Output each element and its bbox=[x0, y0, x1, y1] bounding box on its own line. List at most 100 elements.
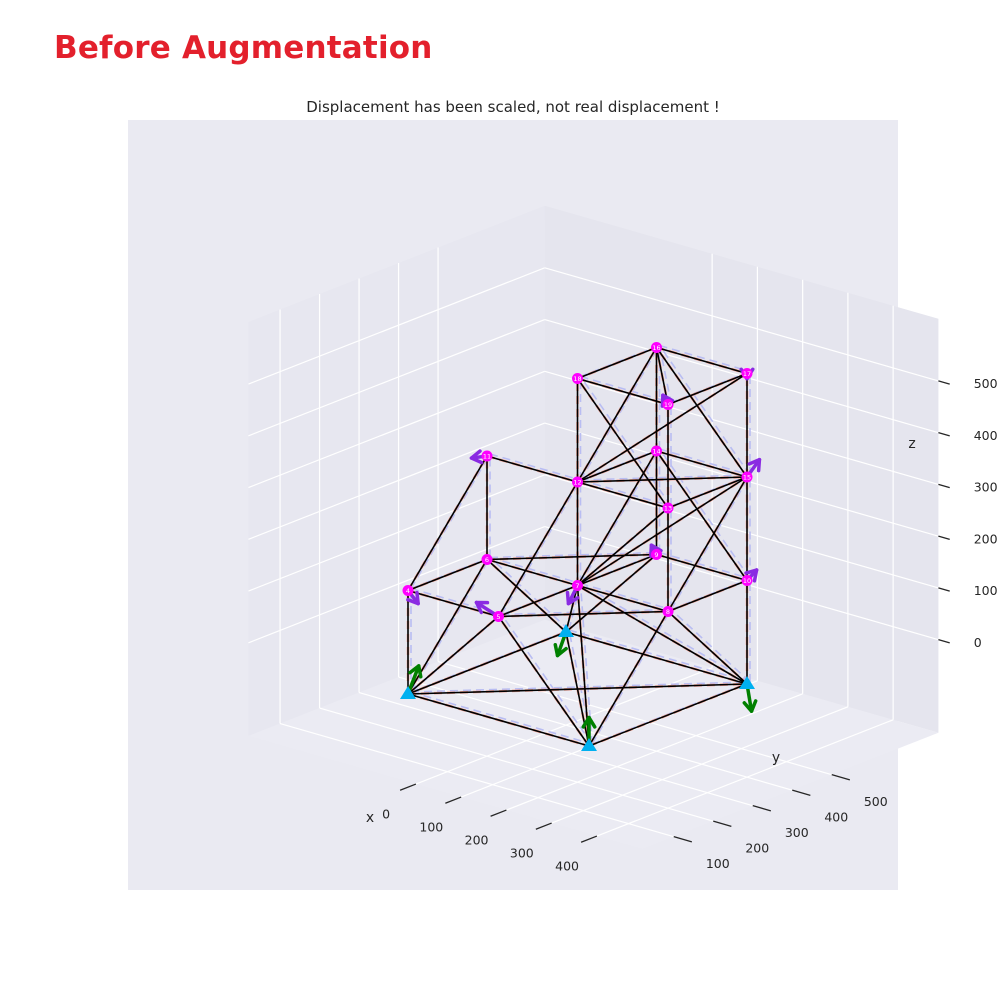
truss-bar bbox=[577, 372, 748, 483]
deformed-bar bbox=[489, 556, 581, 585]
node-label: 4 bbox=[406, 587, 410, 595]
truss-bar bbox=[655, 347, 748, 478]
z-tick-label: 500 bbox=[974, 376, 998, 391]
deformed-bar bbox=[489, 551, 660, 559]
grid-line-y bbox=[437, 660, 832, 776]
z-tick-label: 400 bbox=[974, 428, 998, 443]
truss-node: 4 bbox=[402, 585, 414, 596]
truss-bar bbox=[667, 610, 748, 685]
deformed-bar bbox=[659, 344, 751, 373]
truss-bar bbox=[577, 584, 669, 613]
truss-bar bbox=[577, 476, 748, 587]
x-tick-label: 0 bbox=[382, 806, 390, 821]
truss-bars bbox=[407, 346, 748, 747]
grid-line-z bbox=[248, 525, 545, 644]
node-label: 8 bbox=[666, 608, 670, 616]
grid-line-z bbox=[544, 370, 939, 485]
grid-line-y bbox=[279, 722, 674, 838]
support-marker bbox=[400, 686, 416, 699]
y-tick-label: 100 bbox=[706, 856, 730, 871]
x-tick-label-mark bbox=[399, 783, 417, 791]
truss-bar bbox=[577, 346, 657, 380]
deformed-bar bbox=[410, 691, 593, 745]
x-tick-label-mark bbox=[445, 796, 462, 804]
z-tick-label-mark bbox=[938, 380, 950, 385]
node-label: 14 bbox=[652, 447, 660, 455]
node-label: 13 bbox=[664, 504, 672, 512]
y-tick-label: 500 bbox=[864, 794, 888, 809]
truss-node: 11 bbox=[481, 450, 493, 462]
truss-bar bbox=[407, 589, 499, 618]
plot-title: Displacement has been scaled, not real d… bbox=[306, 98, 720, 116]
truss-node: 5 bbox=[493, 611, 504, 622]
truss-bar bbox=[407, 631, 567, 695]
z-axis-label: z bbox=[908, 436, 915, 452]
truss-node: 12 bbox=[572, 476, 583, 488]
x-tick-label-mark bbox=[580, 835, 598, 843]
truss-bar bbox=[486, 455, 578, 483]
truss-bar bbox=[565, 585, 579, 633]
grid-line-y bbox=[319, 707, 714, 822]
truss-nodes: 4 5 6 7 8 9 10 11 12 13 14 15 16 17 18 19 bbox=[402, 342, 753, 622]
supports bbox=[400, 624, 755, 751]
deformed-bar bbox=[500, 614, 593, 745]
truss-bar bbox=[486, 558, 578, 587]
truss-bar bbox=[407, 693, 590, 747]
node-label: 9 bbox=[654, 551, 658, 559]
truss-bar bbox=[486, 558, 567, 633]
x-tick-label-mark bbox=[490, 809, 507, 817]
truss-bar bbox=[576, 347, 658, 483]
node-label: 16 bbox=[652, 344, 660, 352]
truss-bar bbox=[497, 616, 590, 747]
page-heading: Before Augmentation bbox=[54, 30, 433, 66]
truss-bar bbox=[667, 476, 748, 509]
grid-line-y bbox=[358, 691, 753, 807]
truss-bar bbox=[656, 553, 748, 582]
truss-node: 8 bbox=[662, 606, 674, 617]
z-tick-label-mark bbox=[938, 432, 950, 437]
truss-bar bbox=[498, 584, 578, 618]
node-label: 6 bbox=[485, 556, 489, 564]
deformed-bar bbox=[489, 453, 581, 481]
support-marker bbox=[558, 624, 574, 637]
y-tick-label-mark bbox=[792, 789, 811, 796]
truss-bar bbox=[667, 579, 748, 613]
z-tick-label: 0 bbox=[974, 635, 982, 650]
deformed-bar bbox=[580, 474, 751, 481]
truss-bar bbox=[577, 553, 657, 587]
deformed-bar bbox=[580, 582, 672, 611]
truss-node: 19 bbox=[662, 399, 674, 410]
truss-bar bbox=[656, 450, 748, 478]
truss-bar bbox=[486, 553, 657, 561]
truss-bar bbox=[577, 584, 748, 685]
axis-panes bbox=[248, 205, 939, 850]
grid-line-z bbox=[248, 318, 545, 437]
x-tick-label-mark bbox=[535, 822, 552, 830]
truss-bar bbox=[577, 450, 657, 483]
z-tick-label: 200 bbox=[974, 531, 998, 546]
z-tick-label-mark bbox=[938, 587, 950, 592]
z-tick-label: 100 bbox=[974, 583, 998, 598]
truss-node: 7 bbox=[572, 580, 583, 591]
x-tick-label: 100 bbox=[419, 819, 443, 834]
grid-line-x bbox=[506, 693, 803, 811]
deformed-bar bbox=[568, 629, 751, 683]
truss-bar bbox=[407, 455, 488, 591]
y-tick-label: 200 bbox=[745, 840, 769, 855]
node-label: 17 bbox=[743, 370, 751, 378]
truss-bar bbox=[577, 476, 748, 483]
y-tick-label: 400 bbox=[824, 809, 848, 824]
x-tick-label: 400 bbox=[555, 858, 579, 873]
x-axis-label: x bbox=[366, 810, 374, 826]
truss-node: 17 bbox=[741, 368, 753, 379]
truss-bar bbox=[565, 553, 658, 633]
deformed-bar bbox=[501, 608, 672, 616]
grid-line-z bbox=[544, 267, 939, 382]
truss-bar bbox=[498, 610, 669, 618]
z-tick-label-mark bbox=[938, 483, 950, 489]
deformed-bar bbox=[580, 582, 751, 683]
truss-bar bbox=[588, 683, 748, 747]
truss-bar bbox=[655, 450, 748, 581]
truss-node: 14 bbox=[651, 445, 662, 457]
